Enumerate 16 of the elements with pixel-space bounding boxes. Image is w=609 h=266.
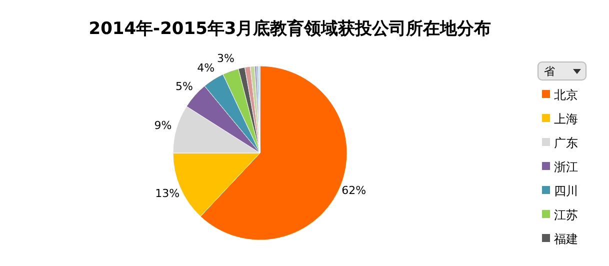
data-label: 62% [342,184,366,198]
legend-label: 上海 [554,112,578,126]
filter-dropdown: 省 [538,62,586,80]
data-label: 5% [176,80,193,94]
legend-label: 四川 [554,184,578,198]
legend-label: 北京 [554,88,578,102]
legend-title: 省 [544,65,555,78]
legend-label: 广东 [554,136,578,150]
data-label: 3% [217,52,235,65]
legend-label: 浙江 [554,160,578,174]
data-label: 9% [154,118,172,132]
legend-label: 福建 [554,232,578,246]
legend-label: 江苏 [554,208,578,222]
chart-title: 2014年-2015年3月底教育领域获投公司所在地分布 [88,18,492,39]
data-label: 13% [155,187,180,200]
data-label: 4% [197,62,215,75]
